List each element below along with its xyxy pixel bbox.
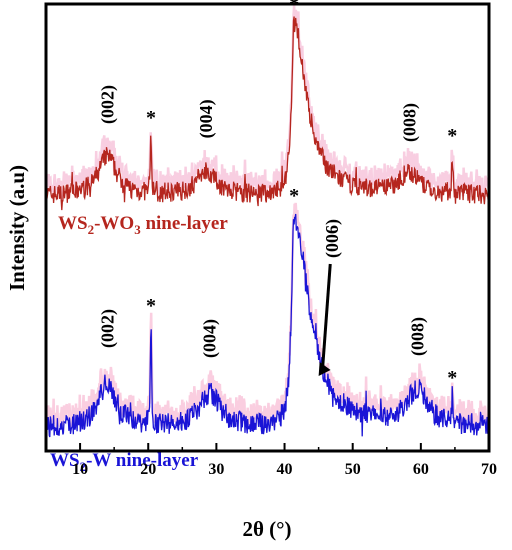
x-tick-label: 40 [277, 461, 293, 478]
plot-frame [44, 2, 491, 453]
series-layer [44, 5, 490, 438]
x-tick-label: 20 [140, 461, 156, 478]
x-axis-label: 2θ (°) [242, 517, 291, 541]
star-marker: * [289, 0, 299, 16]
series-shadow-line [44, 5, 490, 202]
series-line [45, 16, 490, 211]
peak-label: (002) [97, 309, 118, 348]
series-line [45, 213, 490, 438]
x-tick-label: 50 [345, 461, 361, 478]
arrow-006 [321, 263, 332, 369]
y-axis-label: Intensity (a.u) [5, 165, 29, 291]
x-tick-label: 30 [208, 461, 224, 478]
arrow-head [318, 362, 331, 376]
peak-label: (002) [97, 85, 118, 124]
star-marker: * [289, 185, 299, 207]
x-tick-label: 10 [72, 461, 88, 478]
x-axis: 10 20 30 40 50 60 70 [45, 443, 497, 478]
x-tick-label: 70 [481, 461, 497, 478]
peak-label: (008) [407, 317, 428, 356]
series-1 [44, 5, 490, 211]
series-name-label: WS2-WO3 nine-layer [58, 213, 228, 237]
peak-label: (004) [200, 319, 221, 358]
peak-label: (006) [322, 219, 343, 258]
star-marker: * [146, 295, 156, 317]
star-marker: * [146, 107, 156, 129]
star-marker: * [447, 125, 457, 147]
series-2 [44, 202, 490, 438]
x-tick-label: 60 [413, 461, 429, 478]
peak-label: (008) [399, 103, 420, 142]
series-shadow-line [44, 202, 490, 431]
annotation-layer: (002) (004) (008) * * * WS2-WO3 nine-layer (002… [50, 0, 457, 474]
series-name-label: WS2-W nine-layer [50, 450, 199, 474]
peak-label: (004) [196, 99, 217, 138]
star-marker: * [447, 367, 457, 389]
